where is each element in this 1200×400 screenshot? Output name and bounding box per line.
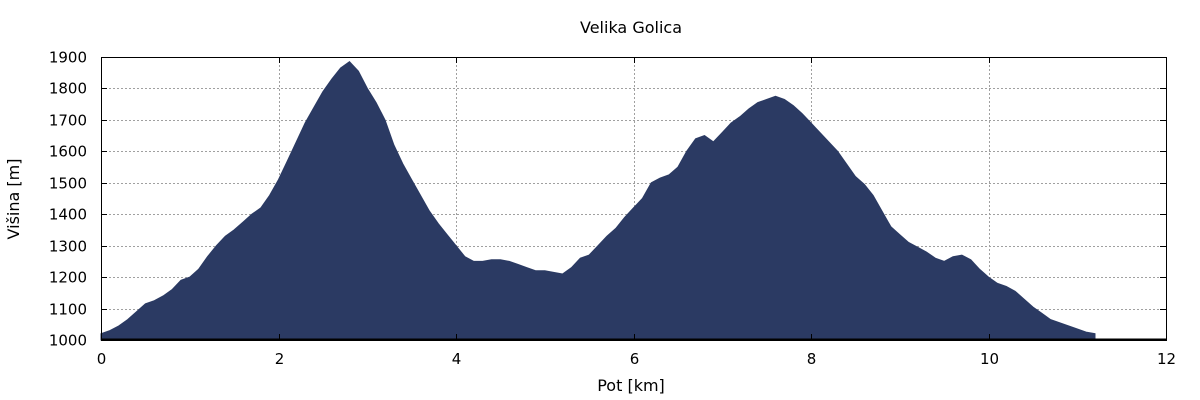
y-tick-label: 1400	[49, 206, 87, 224]
x-axis-title: Pot [km]	[597, 376, 665, 395]
x-tick-label: 2	[275, 350, 285, 368]
x-tick-label: 12	[1157, 350, 1176, 368]
y-axis-title: Višina [m]	[4, 159, 23, 240]
y-tick-label: 1800	[49, 80, 87, 98]
x-tick-label: 0	[97, 350, 107, 368]
plot-area	[100, 61, 1096, 341]
y-tick-label: 1500	[49, 175, 87, 193]
y-tick-label: 1300	[49, 238, 87, 256]
chart-title: Velika Golica	[580, 18, 682, 37]
x-tick-label: 10	[980, 350, 999, 368]
axis-ticks: 0 2 4 6 8 10 12 1000 1100 1200 1300 1400 1500 1600 170…	[49, 49, 1176, 369]
x-tick-label: 8	[807, 350, 817, 368]
x-tick-label: 6	[630, 350, 640, 368]
y-tick-label: 1600	[49, 143, 87, 161]
y-tick-label: 1100	[49, 301, 87, 319]
y-tick-label: 1700	[49, 112, 87, 130]
y-tick-label: 1200	[49, 269, 87, 287]
x-tick-label: 4	[452, 350, 462, 368]
y-tick-label: 1000	[49, 332, 87, 350]
y-tick-label: 1900	[49, 49, 87, 67]
elevation-area	[100, 61, 1096, 341]
